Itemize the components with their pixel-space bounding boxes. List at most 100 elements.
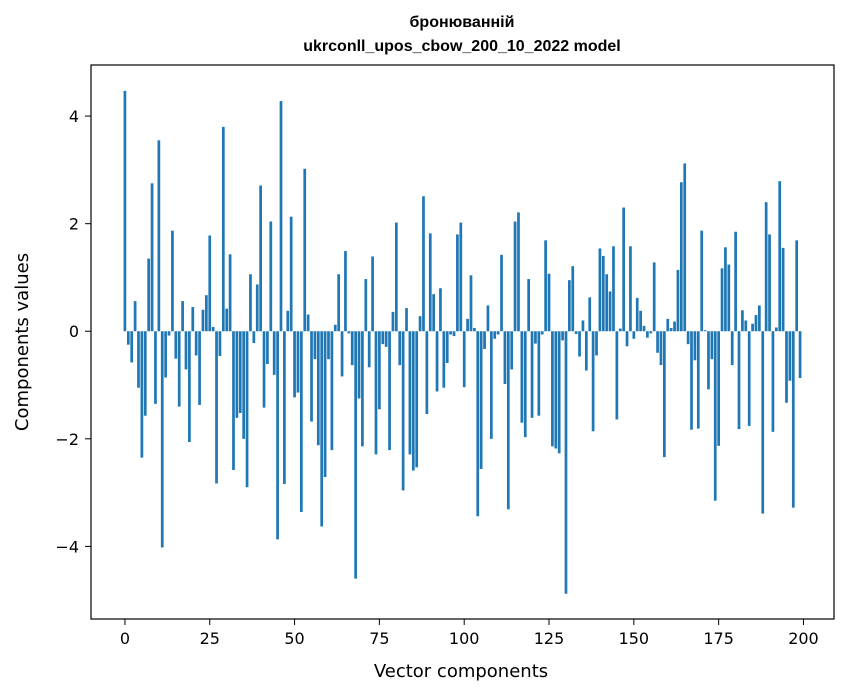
x-tick-label: 200	[788, 629, 819, 648]
chart-title-line1: бронюванній	[410, 14, 515, 31]
bar-158	[659, 331, 663, 366]
bar-80	[394, 222, 398, 332]
bar-69	[357, 331, 361, 399]
bar-17	[181, 301, 184, 332]
bar-90	[428, 233, 432, 332]
bar-87	[418, 316, 422, 332]
bar-147	[622, 207, 626, 332]
bar-10	[157, 140, 161, 332]
bar-129	[561, 331, 564, 341]
bar-190	[768, 234, 771, 332]
bar-165	[683, 163, 687, 332]
bar-164	[679, 182, 683, 332]
bar-128	[557, 331, 561, 454]
bar-115	[513, 221, 517, 332]
bar-43	[269, 221, 273, 332]
bar-75	[378, 331, 381, 410]
bar-84	[408, 331, 412, 455]
bar-153	[642, 325, 646, 332]
bar-170	[700, 230, 704, 332]
bar-12	[164, 331, 167, 378]
bar-125	[547, 273, 551, 332]
bar-21	[194, 331, 198, 356]
bar-146	[618, 328, 622, 332]
bar-31	[228, 254, 232, 332]
y-tick-label: 4	[69, 107, 79, 126]
bar-103	[473, 328, 476, 332]
bar-171	[703, 330, 707, 332]
x-tick-label: 50	[284, 629, 304, 648]
bar-38	[252, 331, 256, 344]
bar-41	[262, 331, 266, 408]
bar-140	[598, 248, 602, 332]
bar-167	[690, 331, 693, 430]
x-tick-label: 0	[120, 629, 130, 648]
bar-132	[571, 266, 575, 332]
bar-71	[364, 279, 368, 332]
bar-189	[764, 202, 768, 332]
bar-61	[330, 331, 334, 451]
bar-46	[279, 101, 283, 332]
bar-34	[238, 331, 242, 413]
bar-86	[415, 331, 419, 468]
bar-83	[405, 308, 408, 332]
bar-57	[316, 331, 320, 446]
bar-26	[211, 326, 215, 332]
bar-11	[160, 331, 164, 548]
bar-93	[439, 288, 442, 332]
bar-95	[445, 331, 449, 363]
bar-155	[649, 331, 653, 334]
bar-82	[401, 331, 405, 491]
bar-88	[422, 196, 425, 332]
x-tick-label: 150	[619, 629, 650, 648]
bar-179	[730, 331, 734, 366]
bar-104	[476, 331, 480, 517]
chart-title-line2: ukrconll_upos_cbow_200_10_2022 model	[303, 38, 620, 55]
bar-123	[540, 331, 544, 335]
bar-0	[123, 90, 127, 332]
bar-23	[201, 309, 205, 332]
bar-181	[737, 331, 741, 430]
bar-124	[544, 240, 547, 332]
bar-187	[758, 305, 761, 332]
bar-5	[140, 331, 144, 458]
x-tick-label: 125	[534, 629, 565, 648]
bar-37	[249, 274, 252, 332]
bar-40	[259, 185, 262, 332]
bar-98	[456, 234, 459, 332]
bar-53	[303, 168, 307, 332]
x-tick-label: 175	[703, 629, 734, 648]
bar-177	[724, 247, 727, 332]
y-tick-label: 0	[69, 322, 79, 341]
bar-72	[367, 331, 371, 368]
bar-112	[503, 331, 507, 384]
bar-67	[350, 331, 354, 366]
bar-185	[751, 323, 754, 332]
bar-51	[296, 331, 300, 393]
x-tick-label: 75	[369, 629, 389, 648]
bar-1	[126, 331, 130, 345]
bar-91	[432, 294, 436, 332]
bar-27	[215, 331, 218, 484]
bar-117	[520, 331, 524, 423]
bar-52	[299, 331, 303, 512]
bar-118	[523, 331, 527, 438]
bar-120	[530, 331, 534, 418]
bar-60	[327, 331, 330, 360]
bar-35	[242, 331, 246, 439]
bar-184	[747, 331, 751, 426]
bar-186	[754, 315, 758, 332]
bar-49	[289, 216, 293, 332]
bar-199	[798, 331, 802, 379]
bar-134	[578, 331, 581, 357]
bar-197	[791, 331, 795, 508]
bar-174	[713, 331, 717, 501]
bar-70	[361, 331, 364, 447]
bar-150	[632, 331, 636, 339]
bar-18	[184, 331, 188, 370]
bar-145	[615, 331, 619, 420]
bar-119	[527, 279, 531, 332]
bar-113	[506, 331, 510, 510]
bar-168	[693, 331, 697, 361]
bar-111	[500, 254, 503, 332]
